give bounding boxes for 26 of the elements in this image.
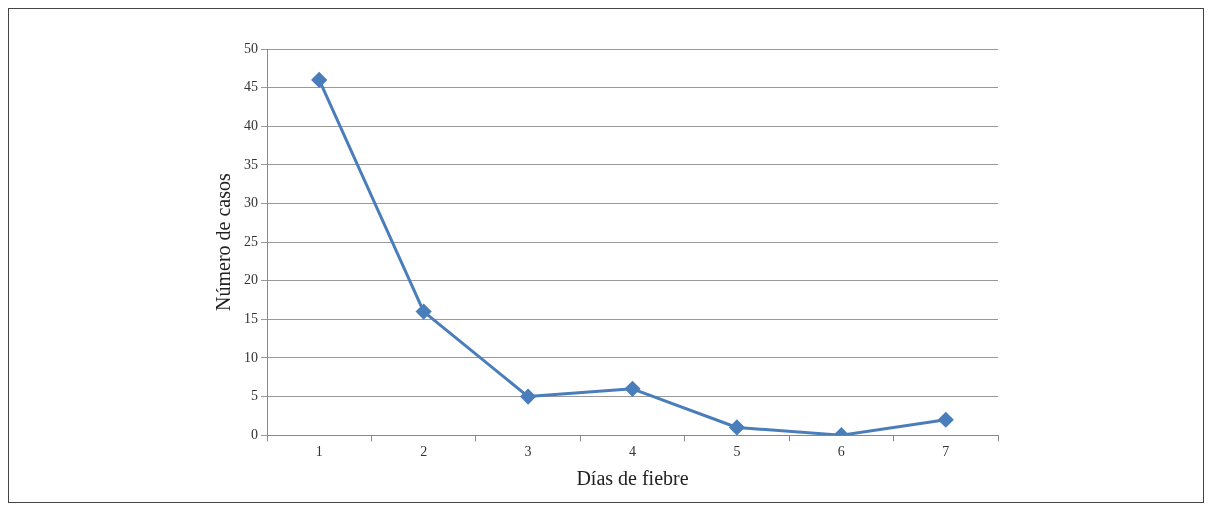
y-tick-label: 50	[244, 40, 258, 56]
y-tick-label: 0	[251, 426, 258, 442]
x-tick-label: 4	[629, 444, 636, 460]
x-tick-label: 7	[942, 444, 950, 460]
y-tick-label: 10	[244, 349, 258, 365]
y-axis-title: Número de casos	[212, 173, 235, 311]
point	[311, 72, 327, 88]
point	[938, 412, 954, 428]
y-tick-label: 30	[244, 195, 258, 211]
y-tick-label: 25	[244, 233, 258, 249]
x-tick-label: 1	[315, 444, 323, 460]
y-tick-label: 5	[251, 388, 258, 404]
y-tick-label: 45	[244, 79, 258, 95]
y-tick-label: 15	[244, 311, 258, 327]
x-tick-label: 3	[524, 444, 532, 460]
x-tick-label: 5	[733, 444, 741, 460]
y-tick-label: 35	[244, 156, 258, 172]
y-tick-label: 20	[244, 272, 258, 288]
y-tick-label: 40	[244, 117, 258, 133]
point	[520, 389, 536, 405]
point	[729, 419, 745, 435]
x-axis-title: Días de fiebre	[576, 467, 689, 490]
point	[416, 304, 432, 320]
x-tick-label: 6	[837, 444, 845, 460]
x-tick-label: 2	[420, 444, 428, 460]
point	[625, 381, 640, 397]
